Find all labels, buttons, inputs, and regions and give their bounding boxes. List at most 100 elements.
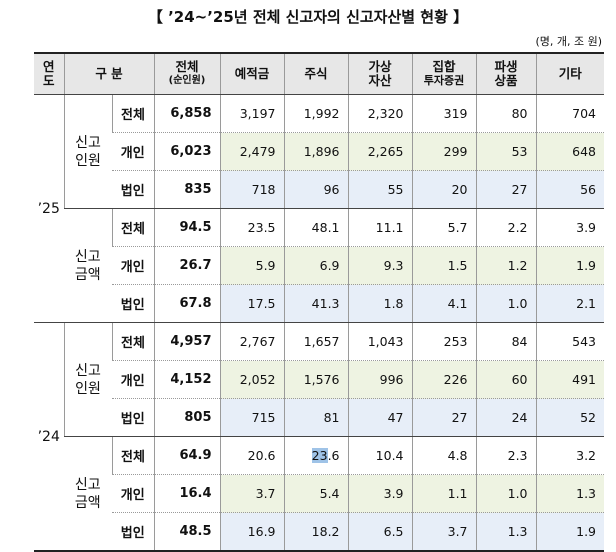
cell-collective: 3.7	[411, 512, 477, 552]
cell-collective: 4.8	[411, 436, 477, 475]
cell-total: 6,858	[153, 94, 221, 133]
cell-virtual: 3.9	[347, 474, 413, 513]
group-people-cell: 신고 인원	[63, 94, 112, 209]
cell-deposit: 715	[219, 398, 285, 437]
table-row: 개인 6,023 2,479 1,896 2,265 299 53 648	[34, 132, 605, 171]
cell-virtual: 55	[347, 170, 413, 209]
cell-virtual: 1.8	[347, 284, 413, 323]
cell-deposit: 2,479	[219, 132, 285, 171]
cell-collective: 1.5	[411, 246, 477, 285]
cell-derivative: 60	[475, 360, 537, 399]
cell-collective: 5.7	[411, 208, 477, 247]
cell-other: 1.9	[535, 512, 605, 552]
text-selection-highlight: 23	[311, 448, 328, 463]
cell-derivative: 2.3	[475, 436, 537, 475]
cell-deposit: 2,767	[219, 322, 285, 361]
type-all: 전체	[111, 208, 155, 247]
table-row: 신고 금액 전체 94.5 23.5 48.1 11.1 5.7 2.2 3.9	[34, 208, 605, 323]
unit-note: (명, 개, 조 원)	[535, 35, 602, 48]
cell-deposit: 3.7	[219, 474, 285, 513]
cell-total: 835	[153, 170, 221, 209]
cell-total: 94.5	[153, 208, 221, 247]
header-collective-investment: 집합 투자증권	[411, 53, 477, 95]
header-other: 기타	[535, 53, 605, 95]
header-row: 연 도 구 분 전체 (순인원) 예적금 주식 가상 자산 집합 투자증권 파생…	[34, 53, 605, 95]
cell-collective: 1.1	[411, 474, 477, 513]
table-row: 법인 835 718 96 55 20 27 56	[34, 170, 605, 209]
cell-deposit: 2,052	[219, 360, 285, 399]
cell-virtual: 2,320	[347, 94, 413, 133]
type-corporate: 법인	[112, 284, 155, 323]
cell-total: 26.7	[153, 246, 221, 285]
cell-stock: 41.3	[283, 284, 349, 323]
cell-other: 3.2	[535, 436, 605, 475]
cell-virtual: 2,265	[347, 132, 413, 171]
cell-other: 56	[535, 170, 605, 209]
group-amount-cell: 신고 금액	[64, 436, 112, 552]
cell-collective: 20	[411, 170, 477, 209]
type-corporate: 법인	[112, 512, 155, 552]
cell-derivative: 24	[475, 398, 537, 437]
cell-virtual: 6.5	[347, 512, 413, 552]
cell-other: 1.9	[535, 246, 605, 285]
cell-stock: 6.9	[283, 246, 349, 285]
header-deposit: 예적금	[219, 53, 285, 95]
cell-collective: 299	[411, 132, 477, 171]
cell-collective: 319	[411, 94, 477, 133]
type-all: 전체	[111, 436, 155, 475]
table-row: 법인 805 715 81 47 27 24 52	[34, 398, 605, 437]
cell-deposit: 718	[219, 170, 285, 209]
cell-derivative: 1.2	[475, 246, 537, 285]
cell-stock: 81	[283, 398, 349, 437]
cell-other: 491	[535, 360, 605, 399]
cell-deposit: 16.9	[219, 512, 285, 552]
cell-virtual: 996	[347, 360, 413, 399]
year-2024-cell: ’24	[34, 322, 64, 552]
group-amount-cell: 신고 금액	[64, 208, 112, 323]
cell-total: 67.8	[153, 284, 221, 323]
cell-total: 4,152	[153, 360, 221, 399]
cell-total: 16.4	[153, 474, 221, 513]
cell-deposit: 3,197	[219, 94, 285, 133]
cell-deposit: 23.5	[219, 208, 285, 247]
cell-deposit: 17.5	[219, 284, 285, 323]
cell-other: 3.9	[535, 208, 605, 247]
cell-derivative: 1.0	[475, 284, 537, 323]
cell-deposit: 5.9	[219, 246, 285, 285]
cell-derivative: 1.3	[475, 512, 537, 552]
table-row: 법인 67.8 17.5 41.3 1.8 4.1 1.0 2.1	[34, 284, 605, 323]
cell-other: 648	[535, 132, 605, 171]
cell-virtual: 47	[347, 398, 413, 437]
header-stock: 주식	[283, 53, 349, 95]
cell-stock: 1,896	[283, 132, 349, 171]
cell-derivative: 1.0	[475, 474, 537, 513]
table-row: 개인 4,152 2,052 1,576 996 226 60 491	[34, 360, 605, 399]
cell-other: 52	[535, 398, 605, 437]
cell-deposit: 20.6	[219, 436, 285, 475]
table-row: ’24 신고 인원 전체 4,957 2,767 1,657 1,043 253…	[34, 322, 605, 552]
cell-collective: 253	[411, 322, 477, 361]
year-2025-cell: ’25	[34, 94, 64, 323]
table-row: ’25 신고 인원 전체 6,858 3,197 1,992 2,320 319…	[34, 94, 605, 323]
type-individual: 개인	[112, 246, 155, 285]
cell-stock-selected[interactable]: 23.6	[283, 436, 349, 475]
asset-report-table: 연 도 구 분 전체 (순인원) 예적금 주식 가상 자산 집합 투자증권 파생…	[34, 52, 605, 552]
table-row: 개인 26.7 5.9 6.9 9.3 1.5 1.2 1.9	[34, 246, 605, 285]
cell-other: 2.1	[535, 284, 605, 323]
header-total: 전체 (순인원)	[153, 53, 221, 95]
cell-derivative: 84	[475, 322, 537, 361]
type-corporate: 법인	[112, 398, 155, 437]
type-individual: 개인	[112, 132, 155, 171]
cell-other: 704	[535, 94, 605, 133]
group-people-cell: 신고 인원	[63, 322, 112, 437]
table-row: 법인 48.5 16.9 18.2 6.5 3.7 1.3 1.9	[34, 512, 605, 552]
cell-stock: 18.2	[283, 512, 349, 552]
header-virtual-asset: 가상 자산	[347, 53, 413, 95]
cell-stock: 1,576	[283, 360, 349, 399]
cell-stock: 48.1	[283, 208, 349, 247]
type-all: 전체	[111, 322, 155, 361]
cell-collective: 226	[411, 360, 477, 399]
header-year: 연 도	[34, 53, 64, 95]
cell-total: 64.9	[153, 436, 221, 475]
cell-derivative: 2.2	[475, 208, 537, 247]
